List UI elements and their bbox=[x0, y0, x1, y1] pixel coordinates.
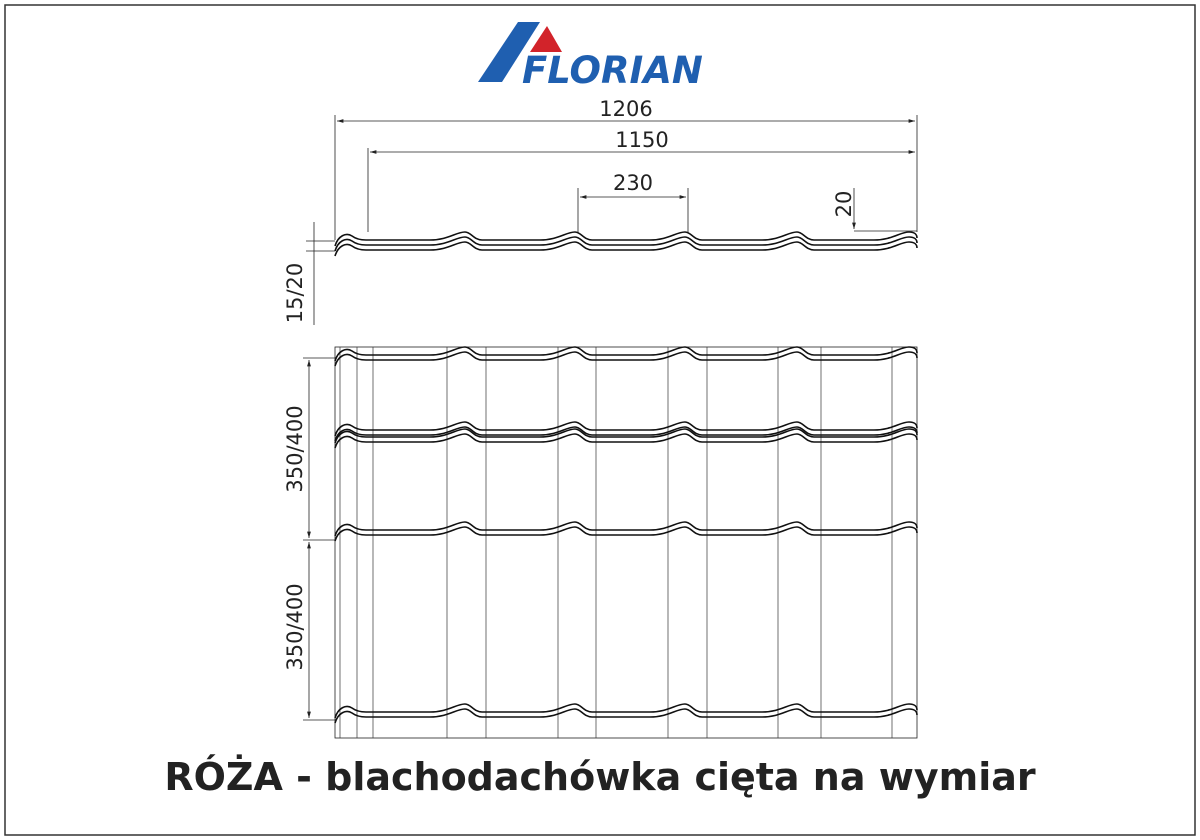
profiles bbox=[334, 231, 918, 724]
dimension-label: 350/400 bbox=[283, 583, 307, 670]
profile-line bbox=[334, 236, 918, 252]
dimension-label: 1206 bbox=[599, 97, 652, 121]
sheet-outline bbox=[334, 346, 918, 739]
profile-line bbox=[334, 231, 918, 247]
profile-line bbox=[334, 521, 918, 537]
dimension-label: 1150 bbox=[615, 128, 668, 152]
frame bbox=[4, 4, 1196, 836]
logo-mark-red bbox=[530, 26, 562, 52]
profile-line bbox=[334, 433, 918, 449]
profile-line bbox=[334, 526, 918, 542]
profile-line bbox=[334, 708, 918, 724]
profile-line bbox=[334, 421, 918, 437]
profile-line bbox=[334, 428, 918, 444]
logo-text: FLORIAN bbox=[522, 49, 703, 92]
profile-line bbox=[334, 241, 918, 257]
dimension-lines bbox=[303, 115, 918, 721]
dimension-label: 15/20 bbox=[283, 263, 307, 324]
profile-line bbox=[334, 346, 918, 362]
sheet-verticals bbox=[339, 347, 893, 738]
profile-line bbox=[334, 351, 918, 367]
logo: FLORIAN bbox=[478, 22, 703, 92]
profile-line bbox=[334, 703, 918, 719]
dimension-label: 230 bbox=[613, 171, 653, 195]
logo-mark bbox=[478, 22, 540, 82]
dimension-label: 20 bbox=[832, 191, 856, 218]
dimension-label: 350/400 bbox=[283, 405, 307, 492]
title: RÓŻA - blachodachówka cięta na wymiar bbox=[164, 755, 1036, 799]
profile-line bbox=[334, 426, 918, 442]
